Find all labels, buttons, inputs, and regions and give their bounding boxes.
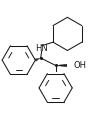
Text: HN: HN [35, 44, 48, 53]
Polygon shape [56, 64, 67, 67]
Text: OH: OH [73, 61, 86, 70]
